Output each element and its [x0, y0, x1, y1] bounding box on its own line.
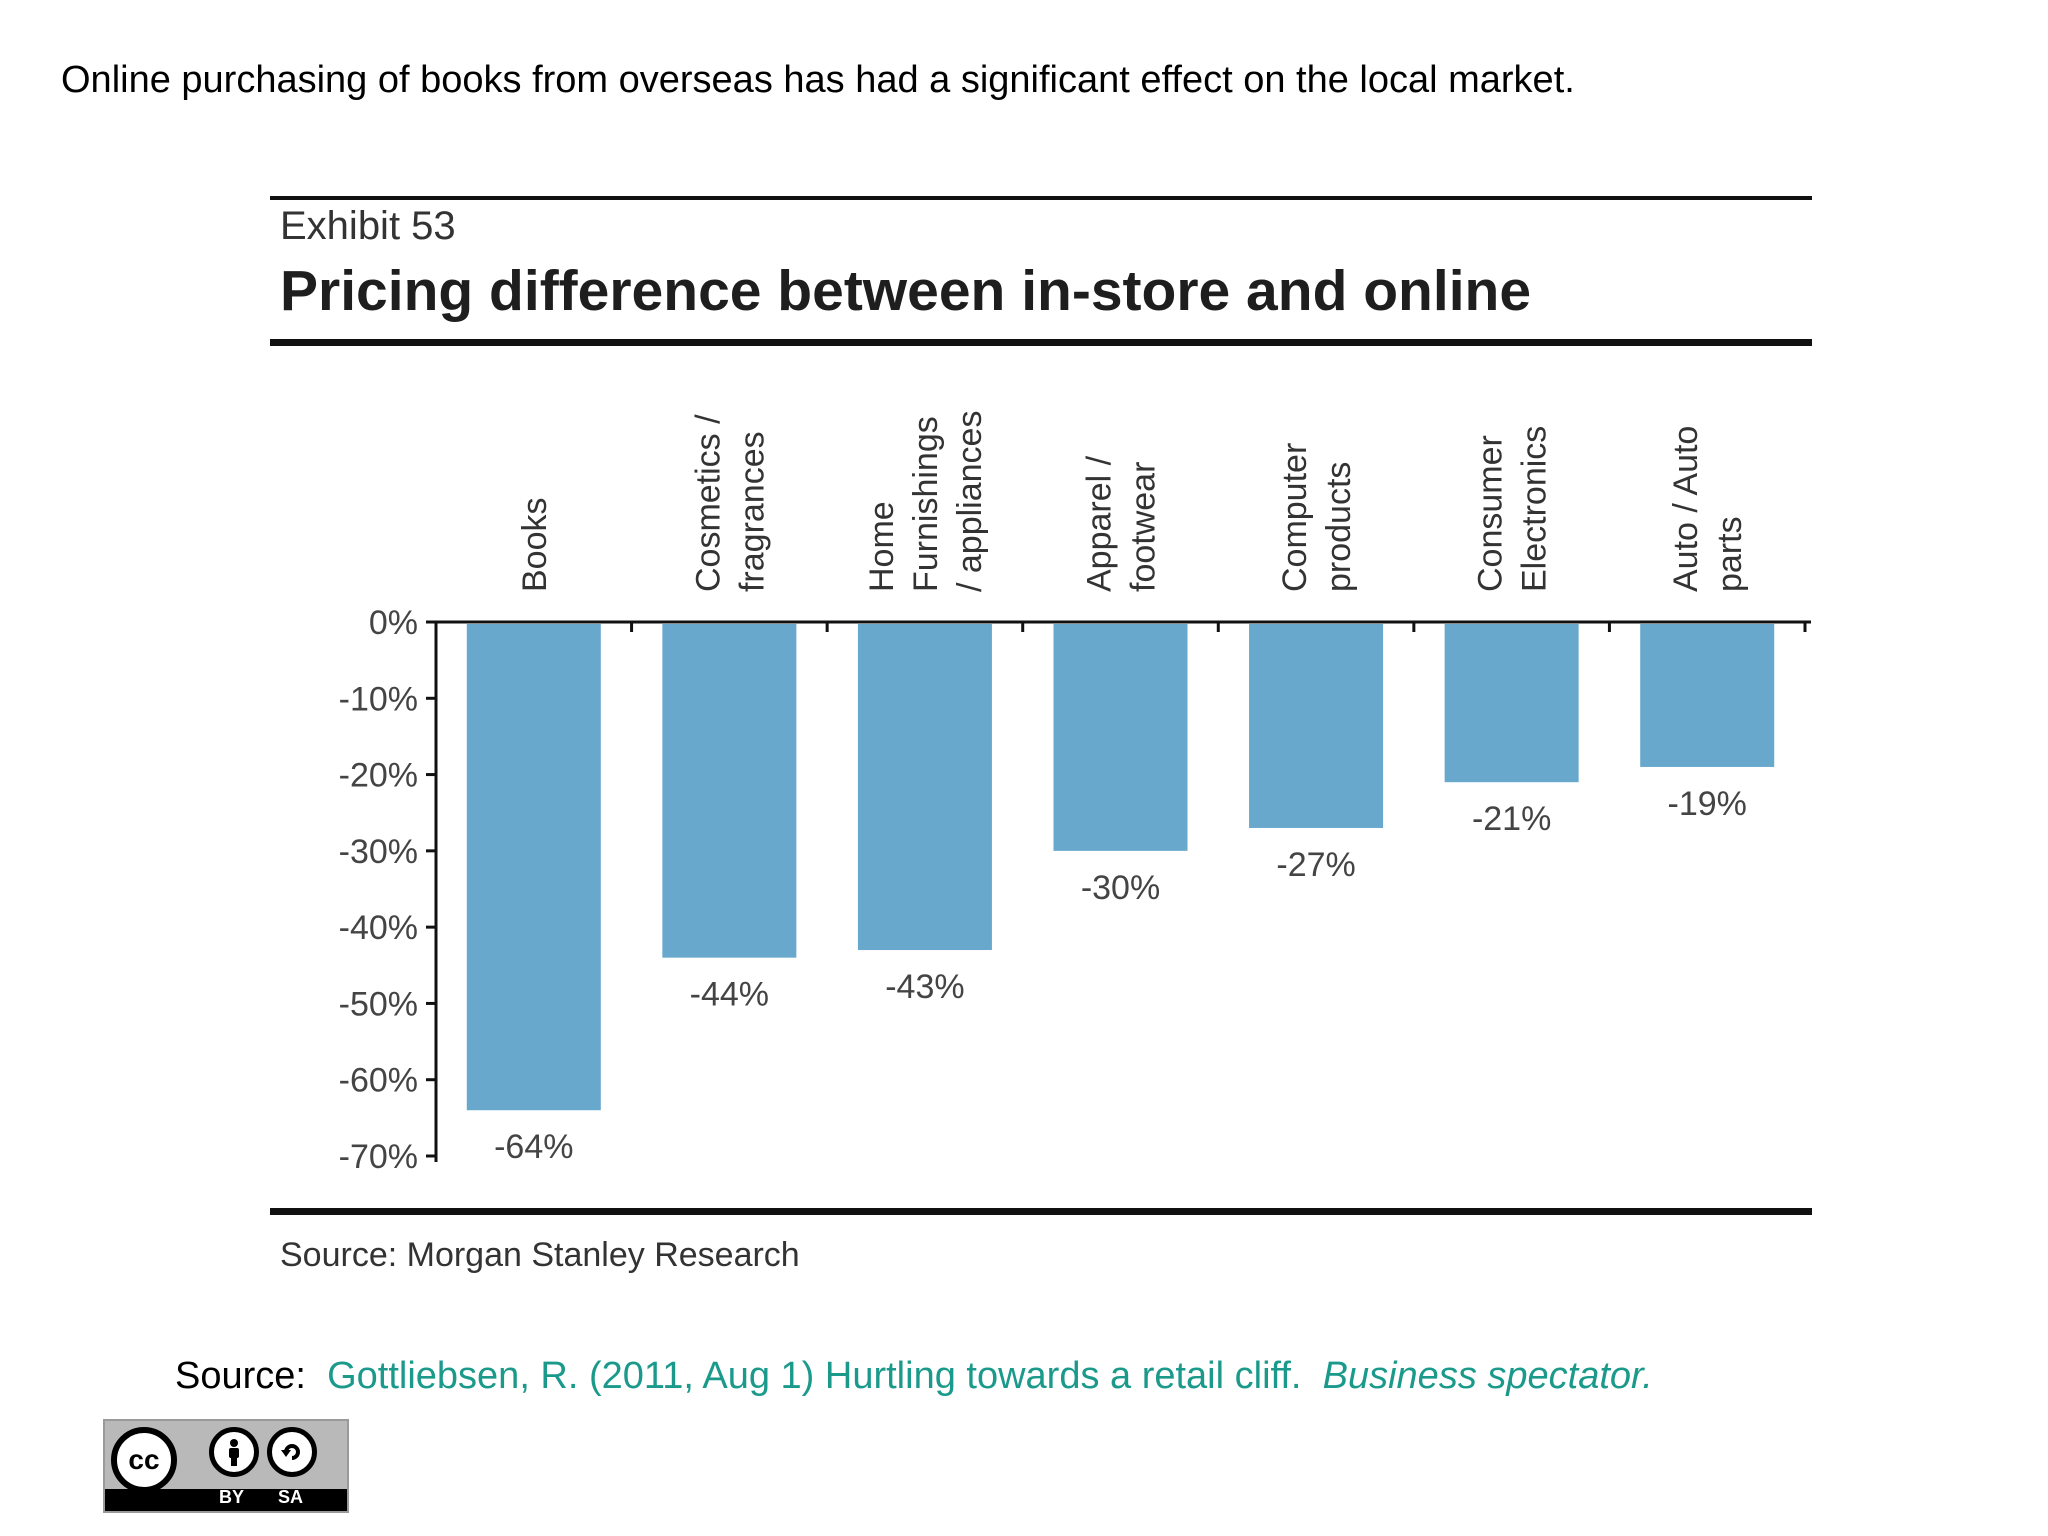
bar [466, 624, 601, 1111]
share-alike-icon [267, 1427, 317, 1477]
cc-license-badge[interactable]: cc BY SA [103, 1419, 349, 1513]
bar [1249, 624, 1384, 828]
bar [857, 624, 992, 951]
y-tick-label: -70% [339, 1138, 418, 1176]
bar-value-label: -27% [1276, 846, 1355, 884]
category-label-line: Apparel / [1081, 455, 1119, 592]
bar-value-label: -30% [1081, 869, 1160, 907]
exhibit-number: Exhibit 53 [280, 204, 456, 248]
category-label: Home Furnishings / appliances [863, 411, 989, 592]
category-label-line: products [1320, 462, 1358, 592]
category-label: Auto / Auto parts [1667, 426, 1749, 592]
category-label-line: / appliances [951, 411, 989, 592]
exhibit-source: Source: Morgan Stanley Research [280, 1236, 800, 1274]
category-label-line: Electronics [1516, 426, 1554, 592]
top-rule [270, 196, 1812, 200]
bar [662, 624, 797, 958]
bar-value-label: -19% [1668, 785, 1747, 823]
bar [1053, 624, 1188, 851]
citation-link[interactable]: Gottliebsen, R. (2011, Aug 1) Hurtling t… [327, 1355, 1302, 1397]
category-label-line: parts [1711, 516, 1749, 592]
bottom-rule [270, 1208, 1812, 1215]
category-label: Apparel / footwear [1081, 455, 1163, 592]
category-label-line: Furnishings [907, 416, 945, 592]
y-tick-label: -40% [339, 909, 418, 947]
bar [1640, 624, 1775, 767]
y-tick-label: -60% [339, 1062, 418, 1100]
by-person-icon [209, 1427, 259, 1477]
bar [1444, 624, 1579, 783]
intro-text: Online purchasing of books from overseas… [61, 59, 1575, 101]
y-tick-label: -30% [339, 833, 418, 871]
citation: Source: Gottliebsen, R. (2011, Aug 1) Hu… [175, 1352, 1653, 1400]
exhibit-figure: Exhibit 53 Pricing difference between in… [270, 196, 1812, 1288]
category-label-line: footwear [1125, 462, 1163, 592]
license-sa-label: SA [278, 1487, 304, 1507]
license-by-label: BY [219, 1487, 245, 1507]
category-label: Books [516, 498, 554, 593]
chart-title: Pricing difference between in-store and … [280, 259, 1532, 323]
cc-icon: cc [111, 1427, 177, 1493]
category-label-line: Books [516, 498, 554, 593]
citation-journal[interactable]: Business spectator. [1322, 1355, 1653, 1397]
category-label-line: Cosmetics / [689, 414, 727, 592]
category-label-line: Home [863, 501, 901, 592]
bar-value-label: -64% [494, 1128, 573, 1166]
category-label-line: fragrances [733, 431, 771, 592]
y-tick-label: 0% [369, 604, 418, 642]
category-label: Consumer Electronics [1472, 426, 1554, 592]
y-tick-label: -10% [339, 680, 418, 718]
category-label-line: Consumer [1472, 435, 1510, 592]
category-label-line: Auto / Auto [1667, 426, 1705, 592]
y-tick-label: -20% [339, 757, 418, 795]
bar-value-label: -43% [885, 968, 964, 1006]
bar-chart: 0% -10% -20% -30% -40% -50% -60% -70% -64% Books -… [339, 411, 1811, 1176]
citation-prefix: Source: [175, 1355, 306, 1397]
bar-value-label: -21% [1472, 800, 1551, 838]
category-label: Computer products [1276, 443, 1358, 592]
category-label: Cosmetics / fragrances [689, 414, 771, 592]
bar-value-label: -44% [690, 976, 769, 1014]
category-label-line: Computer [1276, 443, 1314, 592]
title-rule [270, 339, 1812, 346]
y-tick-label: -50% [339, 985, 418, 1023]
